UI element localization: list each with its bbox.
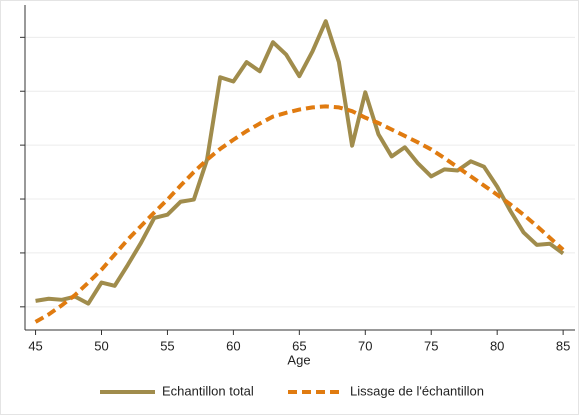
x-tick-label: 55 [160, 338, 174, 353]
x-tick-label: 65 [292, 338, 306, 353]
series-line [34, 104, 565, 324]
x-tick-label: 85 [556, 338, 570, 353]
x-tick-label: 75 [424, 338, 438, 353]
legend-label: Lissage de l'échantillon [350, 383, 484, 398]
x-tick-label: 50 [94, 338, 108, 353]
legend-label: Echantillon total [162, 383, 254, 398]
x-tick-label: 70 [358, 338, 372, 353]
x-tick-label: 60 [226, 338, 240, 353]
x-tick-label: 80 [490, 338, 504, 353]
x-tick-label: 45 [28, 338, 42, 353]
x-axis-label: Age [287, 352, 310, 367]
series-line [35, 19, 565, 306]
